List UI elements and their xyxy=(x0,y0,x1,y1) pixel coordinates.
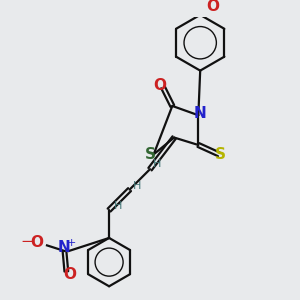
Text: H: H xyxy=(114,201,123,211)
Text: H: H xyxy=(153,159,162,169)
Text: S: S xyxy=(145,147,156,162)
Text: S: S xyxy=(215,147,226,162)
Text: O: O xyxy=(207,0,220,14)
Text: N: N xyxy=(58,241,71,256)
Text: O: O xyxy=(63,267,76,282)
Text: O: O xyxy=(30,235,43,250)
Text: −: − xyxy=(20,234,33,249)
Text: +: + xyxy=(67,238,76,248)
Text: H: H xyxy=(133,181,141,191)
Text: N: N xyxy=(194,106,207,121)
Text: O: O xyxy=(154,78,166,93)
